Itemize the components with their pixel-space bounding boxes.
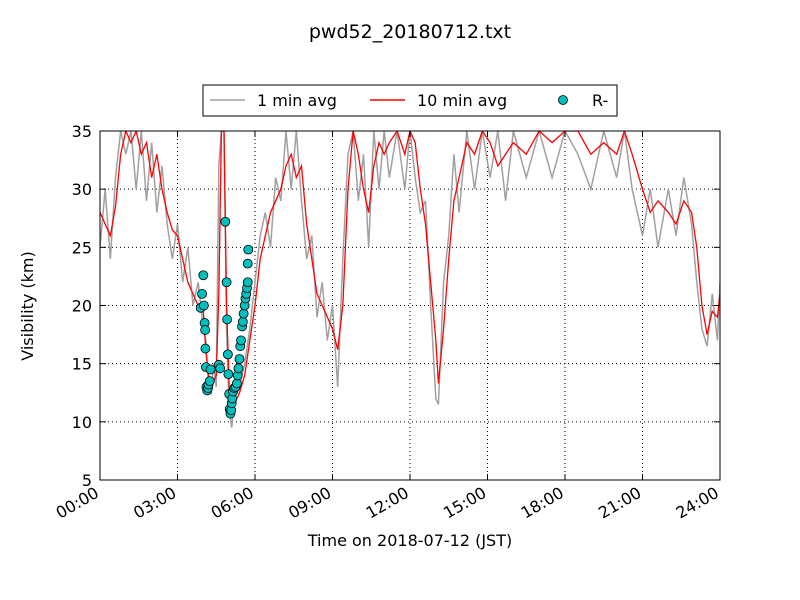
y-tick-label: 30 (72, 180, 92, 199)
x-tick-label: 03:00 (130, 483, 179, 523)
scatter-point (205, 364, 216, 375)
scatter-point (204, 376, 215, 387)
y-tick-label: 35 (72, 122, 92, 141)
y-tick-label: 5 (82, 471, 92, 490)
x-tick-label: 18:00 (518, 483, 567, 523)
y-tick-label: 25 (72, 238, 92, 257)
chart-title: pwd52_20180712.txt (309, 21, 511, 43)
scatter-point (234, 354, 245, 364)
x-axis-label: Time on 2018-07-12 (JST) (307, 531, 512, 550)
scatter-point (232, 378, 242, 389)
x-tick-label: 12:00 (363, 483, 412, 523)
legend-label: R- (592, 91, 608, 110)
y-tick-label: 20 (72, 297, 92, 316)
legend-marker (558, 95, 568, 105)
x-tick-label: 00:00 (53, 483, 102, 523)
line-series (100, 131, 720, 413)
x-tick-label: 15:00 (440, 483, 489, 523)
scatter-point (242, 277, 253, 288)
x-tick-label: 24:00 (673, 483, 722, 523)
legend-label: 10 min avg (417, 91, 507, 110)
x-tick-label: 21:00 (595, 483, 644, 523)
x-tick-label: 06:00 (208, 483, 257, 523)
scatter-point (236, 335, 246, 346)
x-tick-label: 09:00 (285, 483, 334, 523)
legend (202, 84, 618, 117)
scatter-point (237, 316, 248, 327)
scatter-point (197, 288, 207, 299)
scatter-point (233, 363, 244, 374)
scatter-point (200, 343, 211, 354)
plot-area (100, 131, 720, 480)
scatter-point (223, 369, 234, 380)
legend-label: 1 min avg (257, 91, 337, 110)
y-axis-label: Visibility (km) (18, 251, 37, 360)
scatter-point (243, 244, 254, 255)
scatter-point (222, 314, 233, 325)
y-tick-label: 15 (72, 355, 92, 374)
scatter-point (222, 349, 233, 360)
scatter-point (242, 258, 253, 269)
scatter-point (238, 308, 249, 319)
y-tick-label: 10 (72, 413, 92, 432)
scatter-point (198, 300, 209, 311)
scatter-point (220, 216, 231, 227)
scatter-point (198, 270, 209, 281)
scatter-point (215, 363, 226, 374)
scatter-point (200, 325, 211, 335)
scatter-point (221, 277, 232, 288)
